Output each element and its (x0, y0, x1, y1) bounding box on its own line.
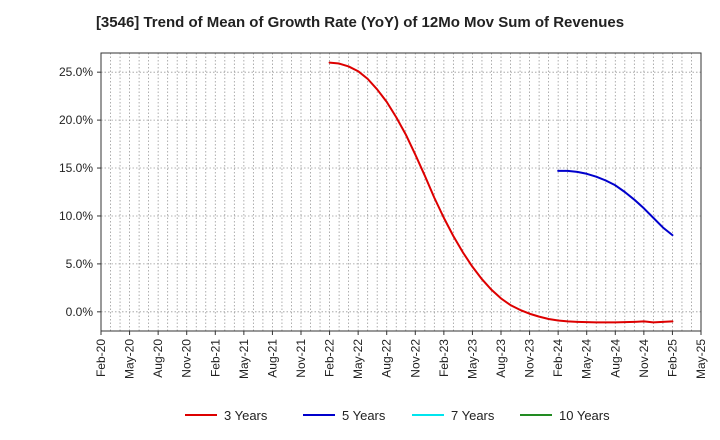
series-line-5-years (557, 169, 674, 237)
plot-background (101, 53, 701, 331)
y-tick-label: 15.0% (59, 161, 93, 175)
x-tick-label: Feb-20 (94, 339, 108, 377)
x-tick-label: Nov-24 (637, 339, 651, 378)
x-tick-label: Aug-23 (494, 339, 508, 378)
x-tick-label: May-25 (694, 339, 708, 379)
grid-lines (101, 53, 701, 331)
x-tick-label: May-24 (580, 339, 594, 379)
chart-title: [3546] Trend of Mean of Growth Rate (YoY… (95, 14, 625, 31)
series-line-3-years (328, 61, 674, 324)
x-tick-label: Aug-22 (380, 339, 394, 378)
legend: 3 Years 5 Years 7 Years 10 Years (185, 408, 610, 423)
x-tick-label: Nov-20 (180, 339, 194, 378)
legend-label-7-years: 7 Years (451, 408, 495, 423)
plot-frame (100, 52, 702, 332)
x-tick-label: Nov-22 (408, 339, 422, 378)
x-tick-label: Aug-20 (151, 339, 165, 378)
y-axis-ticks: 0.0% 5.0% 10.0% 15.0% 20.0% 25.0% (59, 65, 101, 319)
series-lines (328, 61, 674, 324)
x-tick-label: Aug-24 (608, 339, 622, 378)
x-tick-label: Nov-21 (294, 339, 308, 378)
x-tick-label: May-20 (123, 339, 137, 379)
legend-label-3-years: 3 Years (224, 408, 268, 423)
x-tick-label: Nov-23 (523, 339, 537, 378)
x-axis-ticks: Feb-20 May-20 Aug-20 Nov-20 Feb-21 May-21 Aug-… (94, 331, 708, 379)
x-tick-label: Aug-21 (265, 339, 279, 378)
legend-label-5-years: 5 Years (342, 408, 386, 423)
x-tick-label: Feb-23 (437, 339, 451, 377)
x-tick-label: Feb-21 (208, 339, 222, 377)
legend-label-10-years: 10 Years (559, 408, 610, 423)
x-tick-label: Feb-25 (665, 339, 679, 377)
x-tick-label: May-22 (351, 339, 365, 379)
x-tick-label: May-21 (237, 339, 251, 379)
x-tick-label: Feb-24 (551, 339, 565, 377)
y-tick-label: 20.0% (59, 113, 93, 127)
x-tick-label: May-23 (465, 339, 479, 379)
y-tick-label: 25.0% (59, 65, 93, 79)
x-tick-label: Feb-22 (323, 339, 337, 377)
y-tick-label: 10.0% (59, 209, 93, 223)
y-tick-label: 5.0% (66, 257, 94, 271)
y-tick-label: 0.0% (66, 305, 94, 319)
